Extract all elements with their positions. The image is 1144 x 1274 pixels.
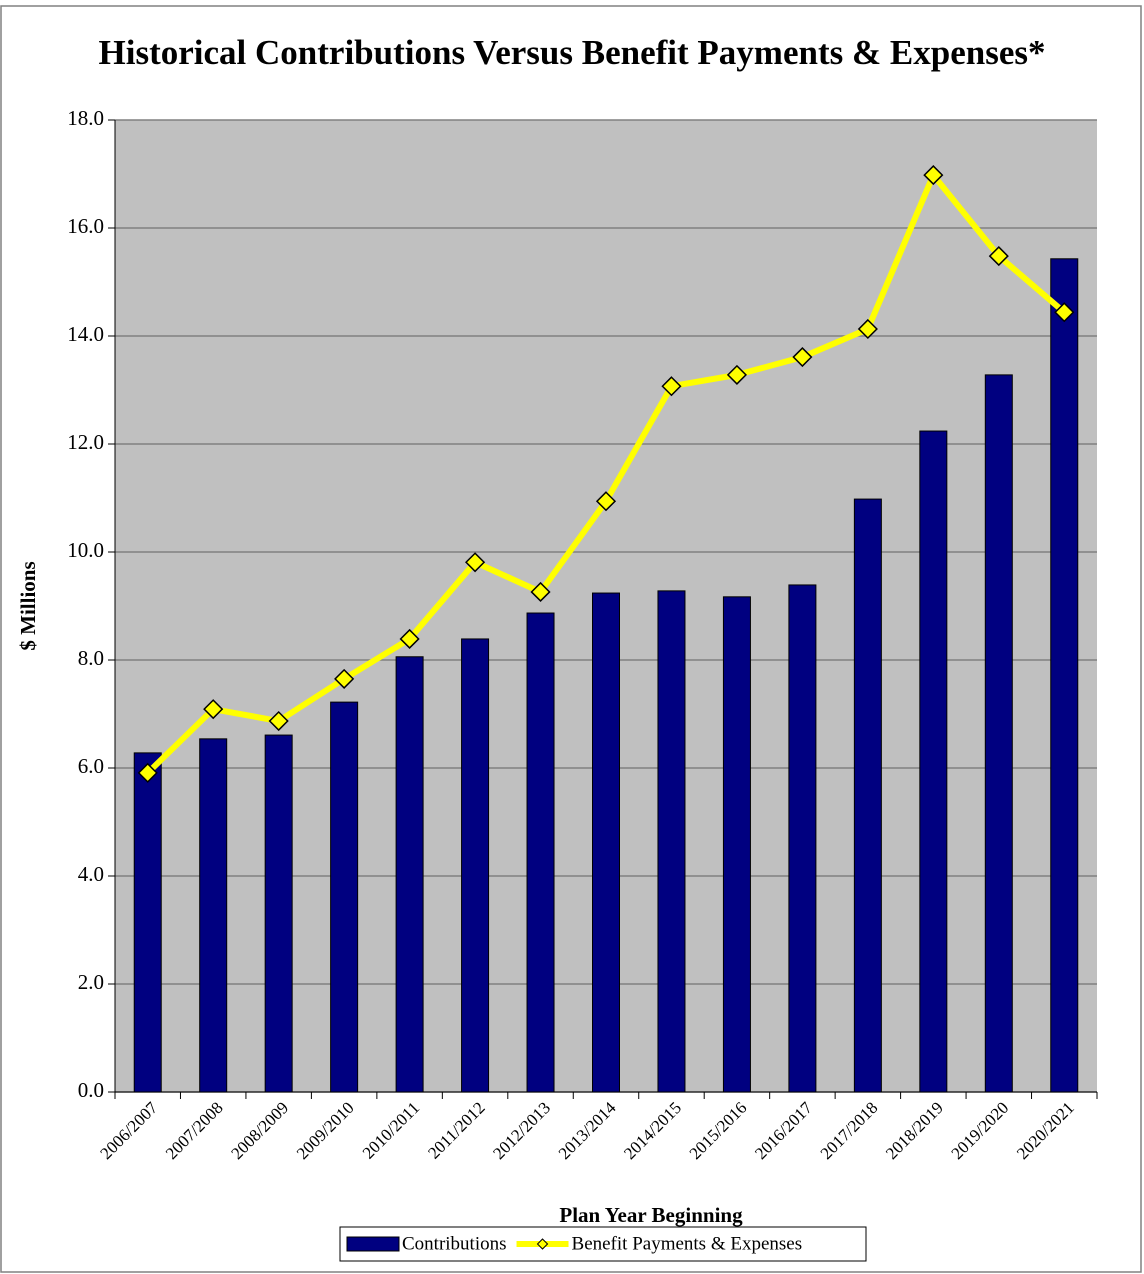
legend-box — [339, 1226, 867, 1262]
y-tick-label: 0.0 — [78, 1078, 104, 1102]
marker — [988, 246, 1009, 267]
marker — [530, 581, 551, 603]
y-tick-label: 4.0 — [78, 862, 104, 886]
y-axis-title: $ Millions — [16, 561, 40, 650]
y-tick-label: 2.0 — [78, 970, 104, 994]
marker — [923, 165, 944, 186]
y-tick-label: 8.0 — [78, 646, 104, 670]
chart-title: Historical Contributions Versus Benefit … — [98, 33, 1046, 72]
bar — [199, 738, 228, 1093]
marker — [137, 762, 158, 783]
bar — [657, 590, 686, 1093]
legend-label: Contributions — [402, 1233, 507, 1254]
bar — [788, 584, 817, 1093]
y-tick-label: 10.0 — [67, 538, 104, 562]
bar — [984, 374, 1013, 1093]
y-tick-label: 18.0 — [67, 106, 104, 130]
bar — [1050, 258, 1079, 1093]
y-tick-label: 14.0 — [67, 322, 104, 346]
marker — [465, 552, 486, 573]
bar — [853, 498, 882, 1093]
marker — [334, 668, 355, 689]
bar — [395, 656, 424, 1093]
legend-marker — [536, 1238, 549, 1250]
legend-label: Benefit Payments & Expenses — [572, 1233, 803, 1254]
marker — [661, 376, 682, 397]
y-tick-label: 12.0 — [67, 430, 104, 454]
bar — [264, 734, 293, 1093]
bar — [919, 430, 948, 1093]
marker — [203, 699, 224, 720]
bar — [526, 612, 555, 1093]
y-tick-label: 6.0 — [78, 754, 104, 778]
bar — [330, 701, 359, 1093]
bar — [722, 596, 751, 1093]
x-axis-title: Plan Year Beginning — [559, 1203, 743, 1227]
bar — [133, 752, 162, 1093]
marker — [857, 318, 878, 340]
marker — [792, 346, 813, 368]
marker — [726, 364, 747, 385]
marker — [1054, 302, 1075, 323]
marker — [268, 710, 289, 732]
marker — [399, 628, 420, 650]
y-tick-label: 16.0 — [67, 214, 104, 238]
marker — [595, 491, 617, 512]
bar — [592, 592, 620, 1093]
bar — [461, 638, 490, 1093]
legend-swatch — [346, 1236, 400, 1252]
